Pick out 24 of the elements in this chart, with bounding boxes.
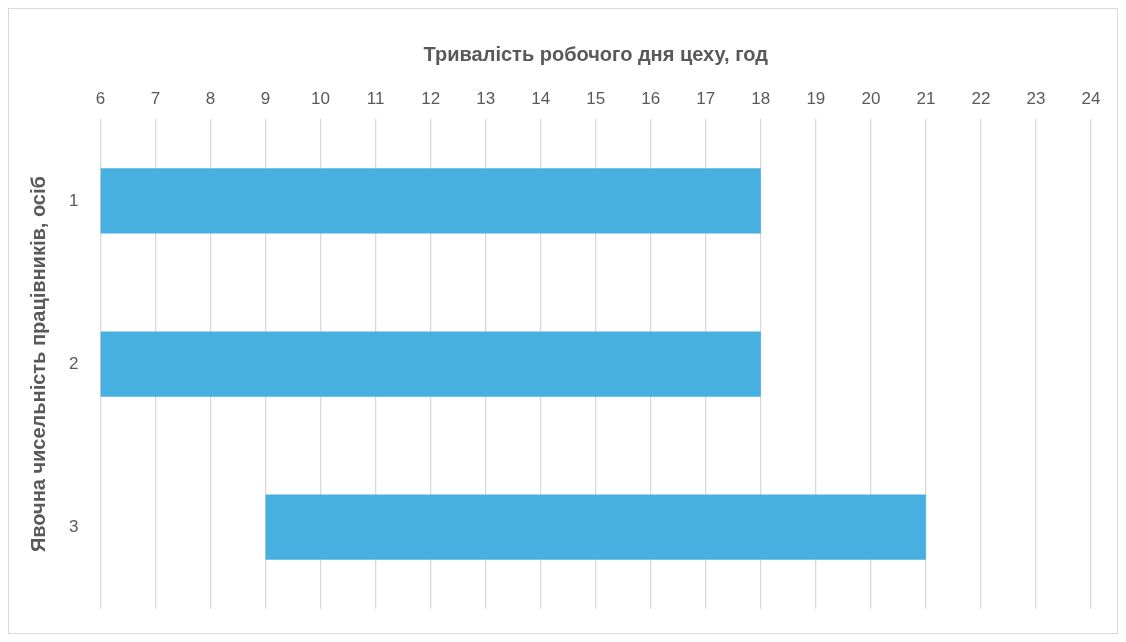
x-tick-label: 21 <box>916 88 936 108</box>
x-tick-label: 6 <box>95 88 106 108</box>
y-axis-title: Явочна чисельність працівників, осіб <box>26 176 49 553</box>
x-tick-label: 11 <box>366 88 385 108</box>
x-axis-title: Тривалість робочого дня цеху, год <box>423 42 769 65</box>
x-tick-label: 23 <box>1026 88 1046 108</box>
x-tick-label: 16 <box>641 88 661 108</box>
x-tick-label: 24 <box>1081 88 1101 108</box>
y-tick-label: 2 <box>68 353 79 373</box>
x-tick-label: 10 <box>311 88 331 108</box>
y-tick-label: 1 <box>68 190 79 210</box>
x-tick-label: 8 <box>205 88 216 108</box>
x-tick-label: 19 <box>806 88 826 108</box>
y-tick-label: 3 <box>68 516 79 536</box>
x-tick-label: 9 <box>260 88 271 108</box>
x-tick-label: 14 <box>531 88 551 108</box>
x-tick-label: 13 <box>476 88 496 108</box>
x-tick-label: 22 <box>971 88 991 108</box>
x-tick-label: 15 <box>586 88 606 108</box>
x-tick-label: 7 <box>150 88 161 108</box>
x-tick-label: 18 <box>751 88 771 108</box>
x-tick-label: 17 <box>696 88 716 108</box>
x-tick-label: 12 <box>421 88 441 108</box>
x-tick-label: 20 <box>861 88 881 108</box>
